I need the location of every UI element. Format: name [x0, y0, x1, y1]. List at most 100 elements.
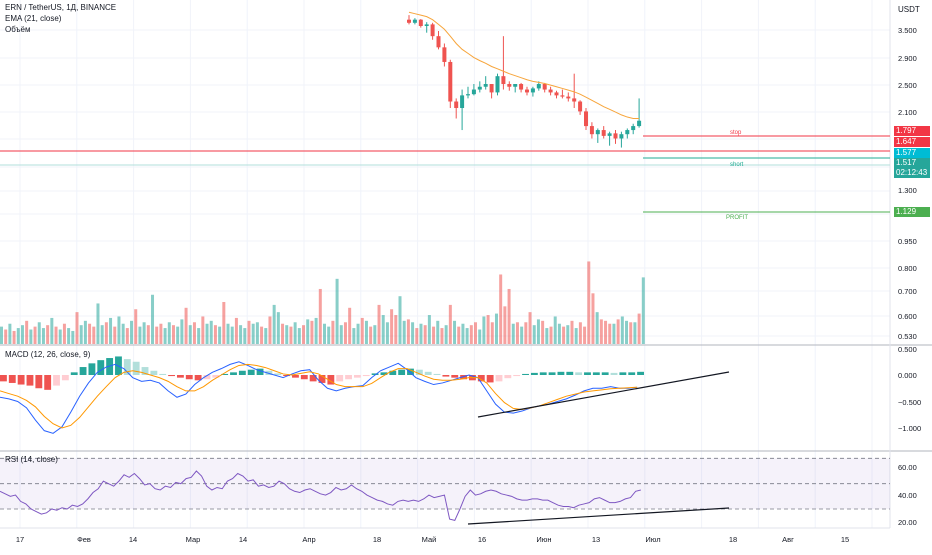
volume-bar: [121, 323, 125, 344]
volume-bar: [142, 322, 146, 344]
volume-bar: [625, 320, 629, 344]
time-axis-label: 15: [841, 535, 849, 544]
macd-histogram-bar: [150, 370, 158, 375]
volume-bar: [369, 326, 373, 344]
volume-bar: [201, 316, 205, 344]
rsi-pane[interactable]: [0, 457, 890, 525]
macd-divergence-trendline: [477, 371, 730, 418]
volume-bar: [360, 317, 364, 344]
macd-histogram-bar: [132, 361, 140, 375]
volume-bar: [352, 328, 356, 344]
macd-histogram-bar: [601, 372, 609, 375]
volume-bar: [79, 325, 83, 344]
macd-histogram-bar: [247, 369, 255, 375]
volume-bar: [641, 277, 645, 344]
macd-histogram-bar: [504, 375, 512, 379]
candle-body: [548, 89, 553, 93]
macd-histogram-bar: [477, 375, 485, 382]
volume-bar: [46, 325, 50, 344]
macd-histogram-bar: [44, 375, 52, 390]
time-axis-label: 18: [729, 535, 737, 544]
volume-bar: [62, 323, 66, 344]
macd-histogram-bar: [194, 375, 202, 381]
volume-bar: [398, 296, 402, 344]
volume-bar: [75, 312, 79, 344]
volume-bar: [461, 323, 465, 344]
candle-body: [519, 84, 524, 90]
macd-histogram-bar: [442, 375, 450, 377]
volume-bar: [608, 323, 612, 344]
volume-bar: [264, 328, 268, 344]
candle-body: [454, 101, 459, 109]
volume-bar: [159, 323, 163, 344]
candle-body: [507, 84, 512, 87]
price-axis-label: 0.700: [898, 287, 917, 296]
macd-histogram-bar: [548, 372, 556, 375]
short-label: short: [730, 162, 744, 168]
price-axis[interactable]: 3.500 2.900 2.500 2.100 1.300 0.950 0.800 0.700…: [898, 26, 921, 527]
volume-bar: [570, 320, 574, 344]
volume-bar: [29, 329, 33, 344]
candle-body: [477, 86, 482, 90]
macd-histogram-bar: [256, 368, 264, 375]
volume-bar: [419, 323, 423, 344]
candle-body: [407, 19, 411, 23]
volume-bar: [12, 330, 16, 344]
macd-histogram-bar: [0, 375, 7, 382]
macd-histogram-bar: [389, 370, 397, 375]
volume-bar: [281, 323, 285, 344]
macd-histogram-bar: [185, 375, 193, 380]
symbol-title[interactable]: ERN / TetherUS, 1Д, BINANCE: [5, 3, 117, 12]
volume-bar: [432, 326, 436, 344]
macd-histogram-bar: [353, 375, 361, 378]
candle-body: [595, 130, 600, 135]
time-axis-label: Май: [422, 535, 437, 544]
macd-histogram-bar: [530, 372, 538, 375]
macd-histogram-bar: [575, 372, 583, 375]
candle-body: [513, 84, 518, 87]
volume-bar: [616, 319, 620, 344]
volume-bar: [541, 320, 545, 344]
macd-histogram-bar: [557, 371, 565, 375]
volume-bar: [486, 315, 490, 344]
macd-histogram-bar: [238, 370, 246, 375]
macd-histogram-bar: [176, 375, 184, 378]
rsi-axis-label: 40.00: [898, 491, 917, 500]
volume-bar: [440, 328, 444, 344]
price-axis-label: 3.500: [898, 26, 917, 35]
price-pane[interactable]: [407, 11, 642, 148]
ema-legend[interactable]: EMA (21, close): [5, 14, 62, 23]
macd-histogram-bar: [79, 367, 87, 375]
macd-pane[interactable]: [0, 356, 730, 434]
volume-bar: [331, 320, 335, 344]
candle-body: [560, 95, 565, 97]
short-price-tag: 1.577: [894, 148, 930, 158]
pane-separators: [0, 0, 932, 529]
stop-price-tag: 1.797: [894, 126, 930, 136]
volume-bar: [289, 326, 293, 344]
volume-bar: [415, 328, 419, 344]
volume-bar: [163, 328, 167, 344]
volume-bar: [37, 322, 41, 344]
rsi-legend[interactable]: RSI (14, close): [5, 455, 58, 464]
volume-bar: [507, 288, 511, 344]
volume-bar: [629, 322, 633, 344]
trade-levels[interactable]: stop short PROFIT: [0, 130, 890, 221]
macd-legend[interactable]: MACD (12, 26, close, 9): [5, 350, 91, 359]
macd-histogram-bar: [398, 369, 406, 375]
candle-body: [501, 76, 506, 85]
volume-bar: [633, 322, 637, 344]
price-axis-label: 0.600: [898, 312, 917, 321]
volume-bar: [146, 325, 150, 344]
volume-bar: [100, 325, 104, 344]
volume-bar: [604, 320, 608, 344]
macd-histogram-bar: [628, 372, 636, 375]
volume-bar: [587, 261, 591, 344]
macd-histogram-bar: [8, 375, 16, 383]
volume-bar: [54, 326, 58, 344]
volume-bar: [306, 319, 310, 344]
time-axis[interactable]: 17 Фев 14 Мар 14 Апр 18 Май 16 Июн 13 Июл 18 Авг 15: [16, 535, 849, 544]
volume-legend[interactable]: Объём: [5, 25, 31, 34]
time-axis-label: Мар: [186, 535, 201, 544]
